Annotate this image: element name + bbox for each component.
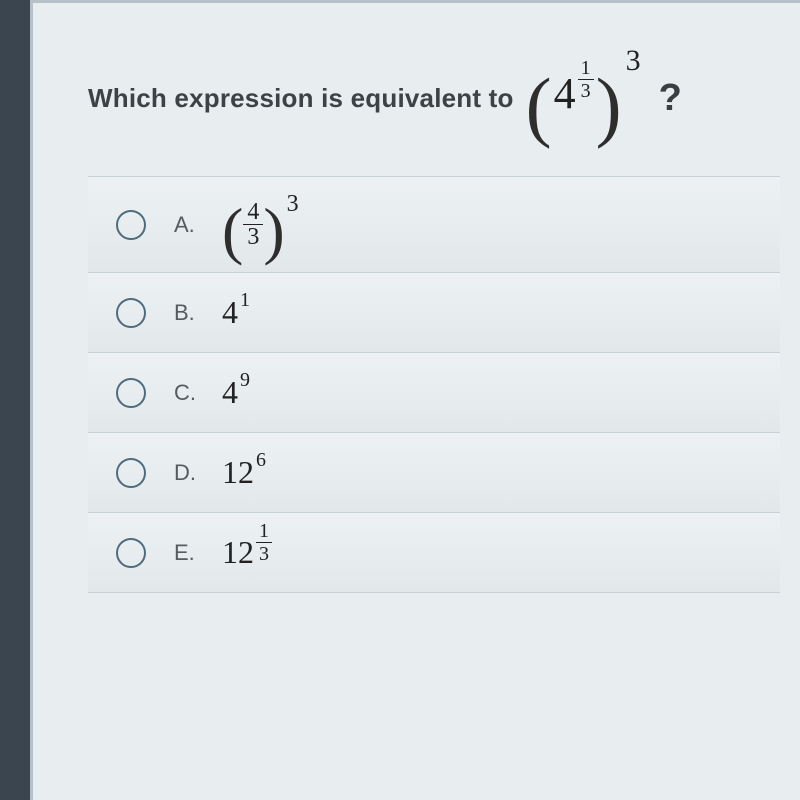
- option-a-fraction: 4 3: [243, 202, 263, 248]
- radio-e[interactable]: [116, 538, 146, 568]
- option-e[interactable]: E. 12 1 3: [88, 513, 780, 593]
- inner-exp-den: 3: [581, 82, 591, 100]
- option-d-letter: D.: [174, 460, 198, 486]
- option-c-expression: 49: [222, 374, 250, 411]
- right-paren: ): [596, 76, 622, 136]
- base-wrap: 4 1 3: [552, 68, 596, 119]
- radio-b[interactable]: [116, 298, 146, 328]
- quiz-panel: Which expression is equivalent to ( 4 1 …: [30, 0, 800, 800]
- question-mark: ?: [659, 77, 682, 120]
- option-b-letter: B.: [174, 300, 198, 326]
- question-text: Which expression is equivalent to: [88, 83, 514, 114]
- expr-inner-exponent: 1 3: [578, 59, 594, 101]
- question-row: Which expression is equivalent to ( 4 1 …: [88, 68, 780, 128]
- expr-base: 4: [554, 68, 576, 119]
- option-c[interactable]: C. 49: [88, 353, 780, 433]
- question-expression: ( 4 1 3 ) 3: [526, 68, 641, 128]
- option-d-expression: 126: [222, 454, 266, 491]
- option-a-expression: ( 4 3 ) 3: [222, 199, 299, 251]
- inner-exp-num: 1: [581, 59, 591, 77]
- radio-c[interactable]: [116, 378, 146, 408]
- option-e-exponent: 1 3: [256, 522, 272, 564]
- option-b-expression: 41: [222, 294, 250, 331]
- options-list: A. ( 4 3 ) 3 B. 41: [88, 176, 780, 593]
- radio-d[interactable]: [116, 458, 146, 488]
- left-paren: (: [526, 76, 552, 136]
- option-b[interactable]: B. 41: [88, 273, 780, 353]
- option-a-letter: A.: [174, 212, 198, 238]
- expr-outer-exponent: 3: [626, 44, 641, 78]
- option-c-letter: C.: [174, 380, 198, 406]
- option-e-expression: 12 1 3: [222, 532, 272, 574]
- option-e-letter: E.: [174, 540, 198, 566]
- option-d[interactable]: D. 126: [88, 433, 780, 513]
- content-area: Which expression is equivalent to ( 4 1 …: [63, 58, 790, 800]
- radio-a[interactable]: [116, 210, 146, 240]
- option-a[interactable]: A. ( 4 3 ) 3: [88, 177, 780, 273]
